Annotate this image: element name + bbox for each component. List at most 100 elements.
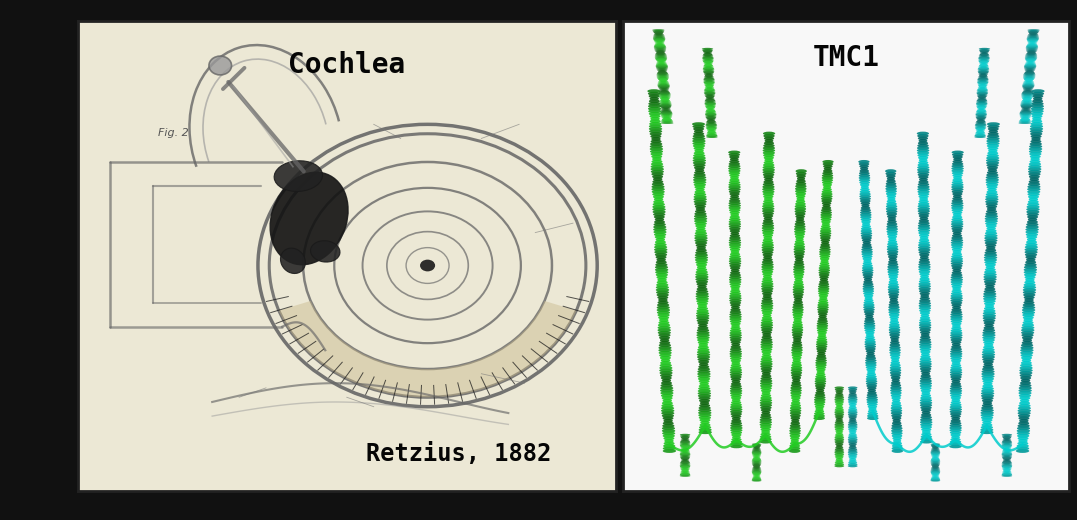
Ellipse shape (921, 369, 931, 373)
Ellipse shape (1020, 105, 1033, 106)
Ellipse shape (861, 234, 872, 238)
Ellipse shape (983, 362, 993, 366)
Ellipse shape (662, 424, 674, 428)
Ellipse shape (1020, 366, 1033, 370)
Ellipse shape (863, 292, 873, 295)
Ellipse shape (920, 255, 928, 259)
Ellipse shape (950, 350, 963, 353)
Ellipse shape (658, 321, 670, 324)
Ellipse shape (1022, 341, 1033, 345)
Ellipse shape (983, 300, 996, 303)
Ellipse shape (657, 83, 670, 85)
Ellipse shape (708, 130, 716, 133)
Ellipse shape (835, 425, 844, 427)
Ellipse shape (975, 133, 985, 135)
Ellipse shape (917, 168, 929, 172)
Ellipse shape (659, 341, 670, 345)
Ellipse shape (795, 219, 805, 224)
Ellipse shape (693, 178, 707, 182)
Ellipse shape (661, 358, 670, 362)
Ellipse shape (932, 446, 939, 448)
Ellipse shape (951, 401, 961, 404)
Ellipse shape (951, 378, 961, 381)
Ellipse shape (887, 215, 896, 218)
Ellipse shape (981, 425, 993, 430)
Ellipse shape (951, 338, 962, 342)
Ellipse shape (1016, 447, 1030, 450)
Ellipse shape (680, 443, 690, 445)
Ellipse shape (983, 311, 996, 315)
Ellipse shape (729, 280, 741, 284)
Ellipse shape (695, 236, 708, 240)
Ellipse shape (987, 205, 997, 209)
Ellipse shape (703, 81, 715, 84)
Ellipse shape (921, 314, 929, 317)
Ellipse shape (977, 119, 985, 121)
Ellipse shape (660, 339, 669, 342)
Ellipse shape (835, 426, 844, 429)
Ellipse shape (979, 86, 987, 88)
Ellipse shape (1025, 48, 1038, 50)
Ellipse shape (891, 383, 901, 387)
Ellipse shape (1023, 90, 1033, 92)
Ellipse shape (653, 205, 666, 209)
Ellipse shape (987, 190, 997, 194)
Ellipse shape (705, 123, 717, 125)
Ellipse shape (729, 199, 740, 203)
Ellipse shape (823, 204, 830, 207)
Ellipse shape (1021, 361, 1032, 365)
Ellipse shape (980, 413, 994, 417)
Ellipse shape (1018, 424, 1030, 428)
Ellipse shape (730, 445, 743, 448)
Ellipse shape (698, 396, 711, 400)
Ellipse shape (792, 326, 803, 329)
Ellipse shape (920, 236, 928, 240)
Ellipse shape (693, 156, 705, 160)
Ellipse shape (919, 280, 931, 283)
Ellipse shape (697, 282, 708, 286)
Ellipse shape (654, 230, 667, 234)
Ellipse shape (661, 116, 672, 118)
Ellipse shape (728, 169, 741, 173)
Ellipse shape (693, 161, 705, 165)
Ellipse shape (1026, 49, 1037, 51)
Ellipse shape (848, 426, 857, 429)
Ellipse shape (794, 275, 803, 279)
Ellipse shape (1020, 363, 1033, 367)
Ellipse shape (868, 389, 876, 392)
Ellipse shape (821, 213, 833, 217)
Ellipse shape (704, 63, 712, 66)
Ellipse shape (987, 161, 999, 165)
Ellipse shape (1030, 129, 1043, 133)
Ellipse shape (931, 468, 940, 470)
Ellipse shape (861, 199, 870, 203)
Ellipse shape (761, 245, 774, 250)
Ellipse shape (649, 150, 663, 153)
Ellipse shape (791, 394, 801, 397)
Ellipse shape (659, 354, 671, 357)
Ellipse shape (760, 386, 772, 390)
Ellipse shape (985, 176, 998, 179)
Ellipse shape (704, 99, 715, 102)
Ellipse shape (763, 185, 774, 189)
Ellipse shape (1002, 445, 1012, 446)
Ellipse shape (705, 125, 717, 127)
Ellipse shape (985, 195, 998, 199)
Ellipse shape (796, 194, 806, 198)
Ellipse shape (697, 336, 710, 340)
Ellipse shape (763, 146, 775, 150)
Ellipse shape (932, 447, 939, 449)
Ellipse shape (656, 288, 669, 292)
Ellipse shape (848, 386, 857, 389)
Ellipse shape (951, 239, 963, 242)
Ellipse shape (835, 408, 843, 411)
Ellipse shape (699, 418, 711, 422)
Ellipse shape (918, 224, 931, 228)
Ellipse shape (761, 280, 773, 283)
Ellipse shape (730, 248, 740, 251)
Ellipse shape (1026, 207, 1039, 211)
Ellipse shape (887, 217, 896, 221)
Ellipse shape (793, 335, 802, 340)
Ellipse shape (696, 316, 710, 320)
Ellipse shape (1029, 170, 1041, 174)
